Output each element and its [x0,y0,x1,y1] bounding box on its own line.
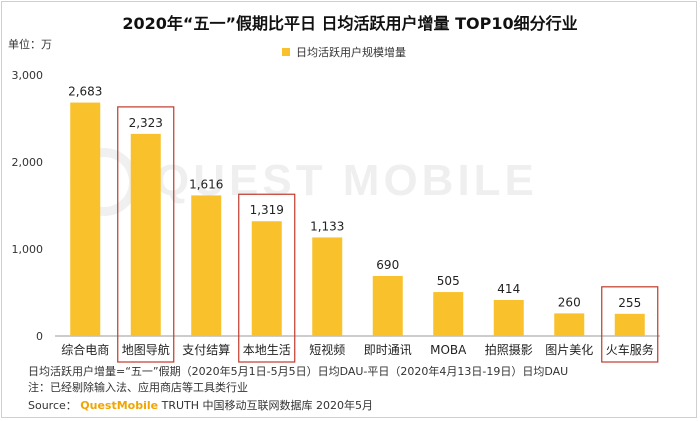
bar [554,313,585,336]
y-tick-label: 3,000 [12,69,44,82]
data-label: 1,319 [250,203,284,217]
category-label: 地图导航 [122,342,170,357]
data-label: 2,683 [68,85,102,99]
bar [130,133,161,336]
y-tick-label: 0 [36,330,43,343]
y-tick-label: 1,000 [12,243,44,256]
source-line: Source： QuestMobile TRUTH 中国移动互联网数据库 202… [28,397,373,413]
data-label: 2,323 [129,116,163,130]
chart-title: 2020年“五一”假期比平日 日均活跃用户增量 TOP10细分行业 [122,14,578,33]
data-label: 1,133 [310,219,344,233]
category-label: 即时通讯 [364,343,412,357]
category-label: 火车服务 [606,342,654,357]
unit-label: 单位：万 [8,38,52,51]
legend-swatch [282,48,290,56]
highlight-box [601,286,659,363]
bar [614,313,645,336]
source-rest: TRUTH 中国移动互联网数据库 2020年5月 [161,399,373,412]
data-label: 1,616 [189,177,223,191]
category-label: 综合电商 [61,342,109,357]
category-label: 图片美化 [545,343,593,357]
category-label: 拍照摄影 [485,342,533,357]
bar [433,292,464,336]
data-label: 260 [558,295,581,309]
source-brand: QuestMobile [80,399,159,412]
highlight-box [238,193,296,363]
footnote-definition: 日均活跃用户增量=“五一”假期（2020年5月1日-5月5日）日均DAU-平日（… [28,365,569,378]
y-tick-label: 2,000 [12,156,44,169]
category-label: 本地生活 [243,343,291,357]
legend-label: 日均活跃用户规模增量 [296,46,406,59]
data-label: 690 [376,258,399,272]
category-label: 短视频 [309,342,345,357]
bar [312,237,343,336]
data-label: 414 [497,282,520,296]
bar [70,102,101,336]
legend: 日均活跃用户规模增量 [282,44,406,60]
footnote-note: 注：已经剔除输入法、应用商店等工具类行业 [28,381,248,394]
category-label: 支付结算 [182,342,230,357]
highlight-box [117,106,175,363]
bar [493,299,524,336]
source-prefix: Source： [28,399,77,412]
bar [191,195,222,336]
category-label: MOBA [430,343,467,357]
bar [251,221,282,336]
bar [372,275,403,336]
data-label: 505 [437,274,460,288]
data-label: 255 [618,296,641,310]
